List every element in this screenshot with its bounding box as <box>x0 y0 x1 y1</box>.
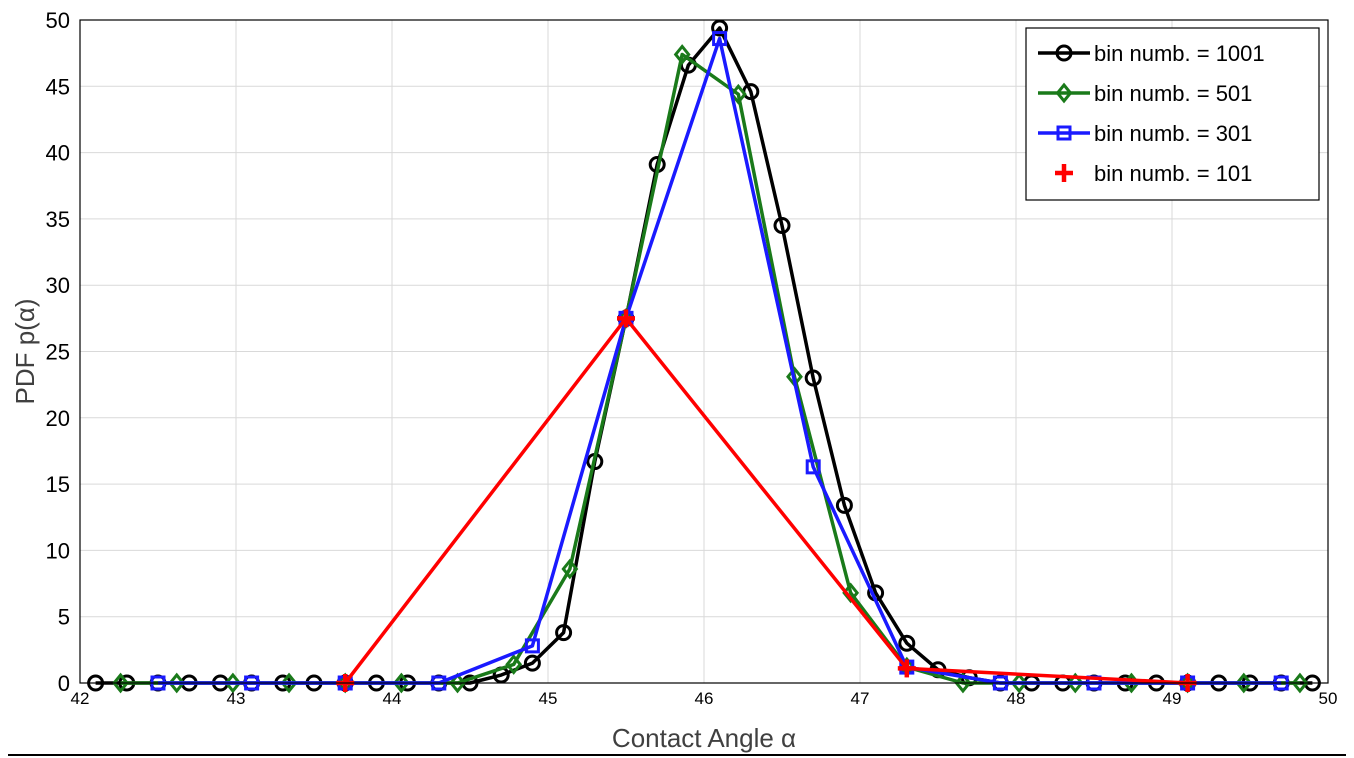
legend-entry: bin numb. = 501 <box>1038 81 1252 106</box>
x-tick-label: 46 <box>695 689 714 708</box>
legend-marker <box>1055 82 1073 104</box>
data-point <box>673 44 691 65</box>
legend-entry: bin numb. = 101 <box>1055 161 1252 186</box>
x-tick-label: 48 <box>1007 689 1026 708</box>
data-point <box>1010 672 1028 694</box>
y-tick-label: 25 <box>46 340 70 365</box>
y-tick-label: 30 <box>46 273 70 298</box>
data-point <box>1235 672 1253 694</box>
data-point <box>224 672 242 694</box>
y-tick-label: 50 <box>46 8 70 33</box>
legend-label: bin numb. = 1001 <box>1094 41 1265 66</box>
y-tick-label: 40 <box>46 141 70 166</box>
y-tick-label: 35 <box>46 207 70 232</box>
data-point <box>898 634 916 652</box>
data-point <box>561 558 579 580</box>
data-point <box>729 83 747 105</box>
x-tick-label: 47 <box>851 689 870 708</box>
data-point <box>712 31 728 47</box>
x-tick-label: 50 <box>1319 689 1338 708</box>
data-point <box>168 672 186 694</box>
data-point <box>555 624 573 642</box>
legend-label: bin numb. = 501 <box>1094 81 1252 106</box>
y-tick-label: 10 <box>46 538 70 563</box>
data-point <box>954 672 972 694</box>
y-axis-title: PDF p(α) <box>10 298 40 404</box>
x-tick-label: 42 <box>71 689 90 708</box>
data-point <box>524 638 540 654</box>
legend-label: bin numb. = 101 <box>1094 161 1252 186</box>
y-tick-label: 0 <box>58 671 70 696</box>
data-point <box>773 217 791 235</box>
data-point <box>449 672 466 694</box>
data-point <box>392 672 410 694</box>
legend-entry: bin numb. = 301 <box>1038 121 1252 146</box>
legend-box <box>1025 27 1320 201</box>
y-tick-label: 15 <box>46 472 70 497</box>
legend-label: bin numb. = 301 <box>1094 121 1252 146</box>
legend-entry: bin numb. = 1001 <box>1038 41 1265 66</box>
data-point <box>1291 672 1309 694</box>
legend: bin numb. = 1001 bin numb. = 501 bin numb.… <box>1025 27 1320 201</box>
data-point <box>280 672 298 694</box>
x-tick-label: 44 <box>383 689 402 708</box>
y-tick-label: 5 <box>58 605 70 630</box>
series-line <box>343 316 1188 685</box>
x-axis-title: Contact Angle α <box>612 723 796 753</box>
y-tick-label: 20 <box>46 406 70 431</box>
x-tick-label: 43 <box>227 689 246 708</box>
data-point <box>897 659 916 678</box>
data-point <box>835 496 853 514</box>
tick-labels: 42 43 44 45 46 47 48 49 50 0 5 10 15 20 25 30 35 40 45 50 <box>46 8 1338 708</box>
data-point <box>805 459 821 475</box>
x-tick-label: 45 <box>539 689 558 708</box>
data-point <box>711 19 729 37</box>
y-tick-label: 45 <box>46 74 70 99</box>
bottom-rule <box>8 754 1346 756</box>
data-point <box>523 654 541 672</box>
data-point <box>617 309 635 328</box>
legend-marker <box>1055 164 1073 182</box>
series-4 <box>336 309 1197 692</box>
data-point <box>804 369 822 387</box>
plot-frame <box>79 19 1329 684</box>
legend-marker <box>1056 125 1072 141</box>
data-point <box>1066 672 1084 694</box>
x-tick-label: 49 <box>1163 689 1182 708</box>
data-point <box>112 672 129 694</box>
legend-marker <box>1055 44 1073 62</box>
data-point <box>505 654 523 675</box>
